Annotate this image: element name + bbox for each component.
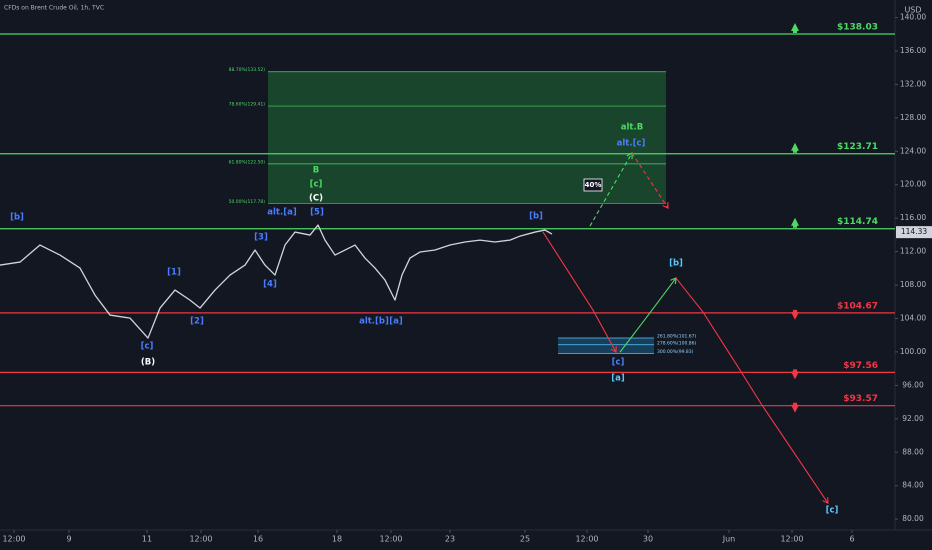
y-tick-label: 140.00 <box>900 13 926 22</box>
arrow-head <box>610 346 617 354</box>
level-arrow <box>791 23 799 34</box>
x-tick-label: 18 <box>332 535 342 544</box>
price-tag <box>896 226 932 239</box>
wave-label: alt.[b] <box>359 317 389 327</box>
y-tick-label: 128.00 <box>900 113 926 122</box>
fib-label: 50.00%(117.78) <box>229 199 266 205</box>
fib-label: 278.60%(100.86) <box>657 340 697 346</box>
wave-label: [c] <box>612 358 625 368</box>
y-tick-label: 124.00 <box>900 146 926 155</box>
x-tick-label: Jun <box>722 535 736 544</box>
projection <box>589 152 633 227</box>
y-tick-label: 108.00 <box>900 280 926 289</box>
wave-label: alt.B <box>621 122 643 132</box>
level-arrow <box>791 309 799 320</box>
projection <box>542 231 617 353</box>
x-tick-label: 25 <box>520 535 530 544</box>
level-arrow <box>791 142 799 153</box>
y-tick-label: 96.00 <box>902 380 924 389</box>
x-tick-label: 12:00 <box>189 535 212 544</box>
wave-label: alt.[a] <box>267 208 297 218</box>
y-tick-label: 104.00 <box>900 314 926 323</box>
level-arrow <box>791 369 799 380</box>
wave-label: [c] <box>141 342 154 352</box>
y-tick-label: 88.00 <box>902 447 924 456</box>
x-tick-label: 11 <box>142 535 152 544</box>
y-tick-label: 116.00 <box>900 213 926 222</box>
level-arrow <box>791 402 799 413</box>
wave-label: [c] <box>310 179 323 189</box>
x-tick-label: 16 <box>253 535 263 544</box>
y-tick-label: 80.00 <box>902 514 924 523</box>
y-tick-label: 112.00 <box>900 247 926 256</box>
price-tag-label: 114.33 <box>901 227 927 236</box>
fib-label: 300.00%(99.83) <box>657 349 694 355</box>
wave-label: [5] <box>310 208 324 218</box>
fib-label: 78.60%(129.41) <box>229 102 266 108</box>
wave-label: (C) <box>309 194 323 204</box>
x-tick-label: 12:00 <box>379 535 402 544</box>
wave-label: [2] <box>190 317 204 327</box>
y-tick-label: 132.00 <box>900 79 926 88</box>
level-label: $93.57 <box>843 394 878 404</box>
level-label: $97.56 <box>843 361 878 371</box>
wave-label: [1] <box>167 268 181 278</box>
x-tick-label: 12:00 <box>780 535 803 544</box>
wave-label: (B) <box>141 358 155 368</box>
x-tick-label: 12:00 <box>575 535 598 544</box>
level-arrow <box>791 217 799 228</box>
y-tick-label: 120.00 <box>900 180 926 189</box>
wave-label: [a] <box>389 317 403 327</box>
wave-label: [a] <box>611 374 625 384</box>
arrow-head <box>822 497 829 505</box>
fib-zone <box>268 71 666 204</box>
x-tick-label: 23 <box>445 535 455 544</box>
x-tick-label: 30 <box>643 535 653 544</box>
fib-label: 88.70%(133.52) <box>229 67 266 73</box>
wave-label: [b] <box>10 213 24 223</box>
y-tick-label: 92.00 <box>902 414 924 423</box>
level-label: $114.74 <box>837 217 878 227</box>
wave-label: B <box>313 166 319 176</box>
price-line <box>0 224 553 339</box>
arrow-head <box>670 277 677 285</box>
level-label: $138.03 <box>837 23 878 33</box>
wave-label: [b] <box>529 212 543 222</box>
projection <box>619 277 677 353</box>
annotation-box <box>583 178 603 192</box>
wave-label: alt.[c] <box>617 139 646 149</box>
y-axis-label: USD <box>904 6 921 15</box>
fib-label: 61.80%(122.50) <box>229 159 266 165</box>
fib-zone <box>558 337 654 354</box>
wave-label: 40% <box>585 181 602 189</box>
fib-label: 261.80%(101.67) <box>657 333 697 339</box>
y-tick-label: 100.00 <box>900 347 926 356</box>
level-label: $104.67 <box>837 301 878 311</box>
wave-label: [c] <box>826 506 839 516</box>
wave-label: [3] <box>254 233 268 243</box>
chart-title: CFDs on Brent Crude Oil, 1h, TVC <box>4 5 104 12</box>
x-tick-label: 12:00 <box>2 535 25 544</box>
projection <box>631 152 669 209</box>
projection <box>675 277 829 504</box>
x-tick-label: 9 <box>66 535 71 544</box>
y-tick-label: 136.00 <box>900 46 926 55</box>
wave-label: [b] <box>669 259 683 269</box>
arrow-head <box>662 202 669 209</box>
level-label: $123.71 <box>837 142 878 152</box>
y-tick-label: 84.00 <box>902 481 924 490</box>
x-tick-label: 6 <box>849 535 854 544</box>
wave-label: [4] <box>263 280 277 290</box>
